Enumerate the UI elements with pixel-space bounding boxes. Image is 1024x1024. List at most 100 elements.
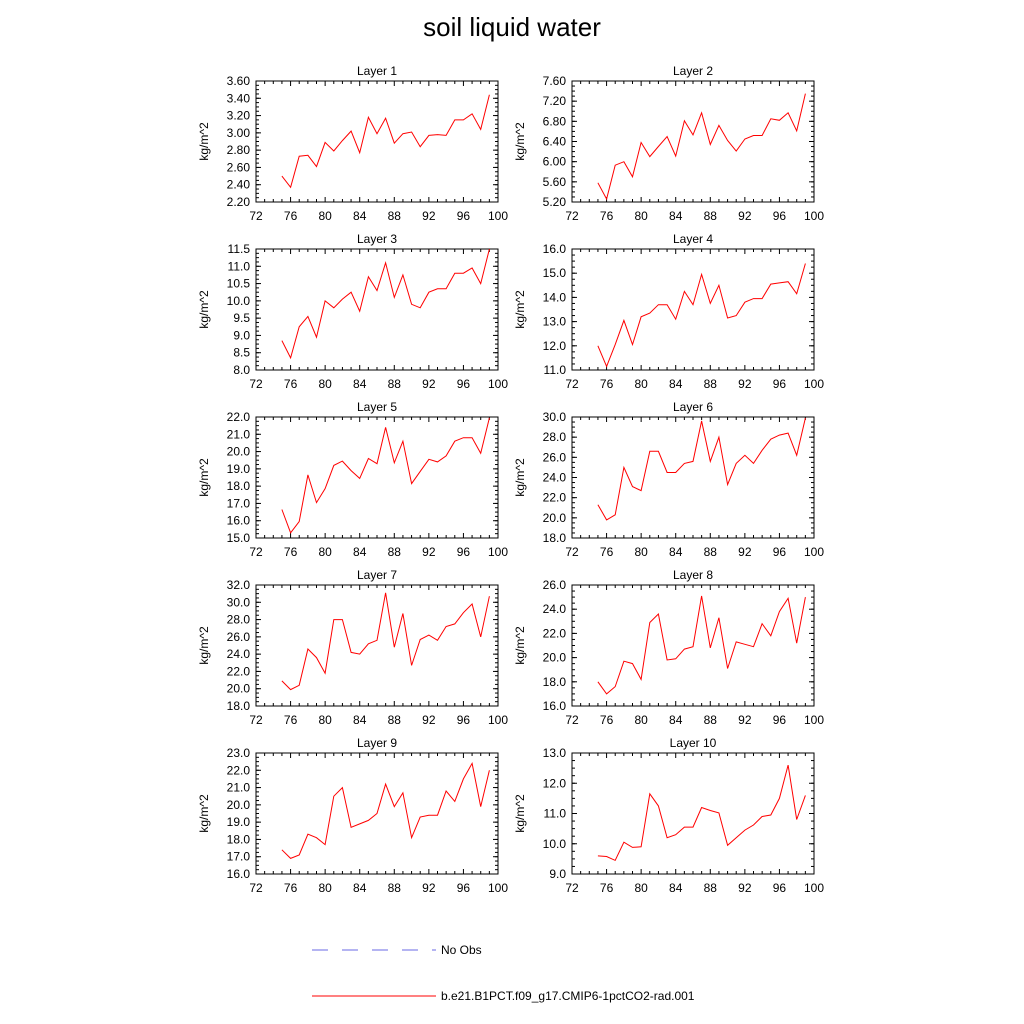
x-tick-label: 80	[634, 545, 648, 559]
x-tick-label: 92	[422, 881, 436, 895]
plot-frame-1	[255, 80, 499, 203]
y-tick-label: 3.60	[227, 74, 251, 88]
y-tick-label: 2.80	[227, 143, 251, 157]
y-tick-label: 30.0	[543, 410, 567, 424]
x-tick-label: 76	[284, 545, 298, 559]
y-tick-label: 15.0	[543, 266, 567, 280]
y-tick-label: 2.40	[227, 178, 251, 192]
y-tick-label: 19.0	[227, 815, 251, 829]
panel-title: Layer 2	[673, 64, 713, 78]
panel-title: Layer 4	[673, 232, 713, 246]
y-tick-label: 11.0	[544, 363, 567, 377]
panel-title: Layer 6	[673, 400, 713, 414]
y-tick-label: 20.0	[543, 511, 567, 525]
y-axis-label: kg/m^2	[513, 122, 527, 161]
y-tick-label: 8.5	[233, 346, 250, 360]
x-tick-label: 88	[704, 881, 718, 895]
x-tick-label: 84	[353, 713, 367, 727]
x-tick-label: 100	[488, 713, 508, 727]
x-tick-label: 80	[634, 713, 648, 727]
x-tick-label: 100	[488, 545, 508, 559]
x-tick-label: 84	[669, 545, 683, 559]
y-tick-label: 26.0	[227, 630, 251, 644]
y-tick-label: 10.0	[543, 837, 567, 851]
panel-title: Layer 8	[673, 568, 713, 582]
y-tick-label: 13.0	[543, 746, 567, 760]
y-tick-label: 30.0	[227, 595, 251, 609]
y-tick-label: 3.40	[227, 91, 251, 105]
x-tick-label: 96	[457, 377, 471, 391]
x-tick-label: 88	[388, 881, 402, 895]
y-tick-label: 24.0	[543, 602, 567, 616]
y-tick-label: 9.5	[233, 311, 250, 325]
x-tick-label: 72	[565, 881, 579, 895]
y-tick-label: 16.0	[227, 514, 251, 528]
series-line	[597, 764, 806, 862]
x-tick-label: 76	[284, 377, 298, 391]
plot-frame-10	[571, 752, 815, 875]
x-tick-label: 84	[669, 881, 683, 895]
x-tick-label: 72	[249, 713, 263, 727]
x-tick-label: 96	[773, 713, 787, 727]
y-tick-label: 21.0	[227, 781, 251, 795]
x-tick-label: 76	[284, 713, 298, 727]
y-tick-label: 32.0	[227, 578, 251, 592]
x-tick-label: 96	[773, 881, 787, 895]
x-tick-label: 80	[318, 881, 332, 895]
plot-frame-4	[571, 248, 815, 371]
y-tick-label: 28.0	[543, 430, 567, 444]
y-tick-label: 3.00	[227, 126, 251, 140]
x-tick-label: 76	[600, 377, 614, 391]
x-tick-label: 76	[600, 881, 614, 895]
plot-frame-6	[571, 416, 815, 539]
y-tick-label: 7.60	[543, 74, 567, 88]
y-tick-label: 2.20	[227, 195, 251, 209]
y-tick-label: 11.5	[228, 242, 251, 256]
x-tick-label: 88	[388, 377, 402, 391]
y-tick-label: 20.0	[227, 682, 251, 696]
x-tick-label: 80	[318, 713, 332, 727]
x-tick-label: 92	[738, 713, 752, 727]
x-tick-label: 88	[704, 545, 718, 559]
x-tick-label: 96	[457, 881, 471, 895]
x-tick-label: 92	[738, 209, 752, 223]
y-tick-label: 3.20	[227, 109, 251, 123]
x-tick-label: 100	[804, 881, 824, 895]
x-tick-label: 100	[488, 377, 508, 391]
x-tick-label: 96	[773, 209, 787, 223]
x-tick-label: 88	[388, 545, 402, 559]
y-tick-label: 21.0	[227, 427, 251, 441]
panel-title: Layer 1	[357, 64, 397, 78]
plot-frame-7	[255, 584, 499, 707]
x-tick-label: 88	[704, 209, 718, 223]
x-tick-label: 84	[669, 209, 683, 223]
x-tick-label: 80	[634, 881, 648, 895]
y-axis-label: kg/m^2	[513, 626, 527, 665]
y-tick-label: 12.0	[543, 776, 567, 790]
y-tick-label: 9.0	[233, 328, 250, 342]
x-tick-label: 92	[738, 377, 752, 391]
y-tick-label: 20.0	[227, 798, 251, 812]
x-tick-label: 96	[773, 377, 787, 391]
x-tick-label: 88	[704, 713, 718, 727]
x-tick-label: 72	[565, 713, 579, 727]
y-tick-label: 5.20	[543, 195, 567, 209]
x-tick-label: 84	[669, 377, 683, 391]
y-tick-label: 22.0	[543, 491, 567, 505]
y-tick-label: 26.0	[543, 578, 567, 592]
panel-title: Layer 3	[357, 232, 397, 246]
series-line	[281, 94, 490, 189]
y-axis-label: kg/m^2	[197, 458, 211, 497]
x-tick-label: 84	[353, 377, 367, 391]
x-tick-label: 100	[488, 209, 508, 223]
x-tick-label: 72	[249, 881, 263, 895]
x-tick-label: 96	[457, 713, 471, 727]
plot-frame-5	[255, 416, 499, 539]
x-tick-label: 96	[773, 545, 787, 559]
y-tick-label: 18.0	[227, 479, 251, 493]
x-tick-label: 76	[600, 713, 614, 727]
panel-title: Layer 5	[357, 400, 397, 414]
y-tick-label: 28.0	[227, 613, 251, 627]
y-tick-label: 7.20	[543, 94, 567, 108]
series-line	[281, 761, 490, 859]
